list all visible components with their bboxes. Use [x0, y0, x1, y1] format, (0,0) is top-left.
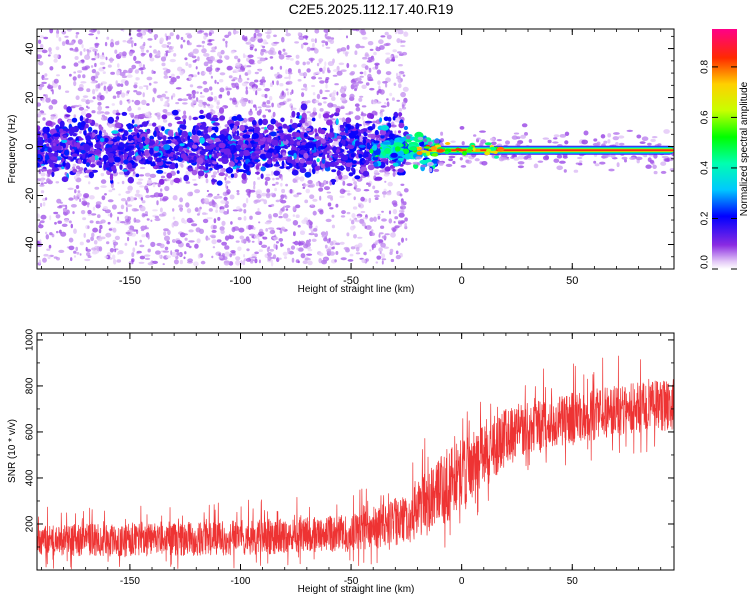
y-tick-label: 20	[24, 91, 36, 103]
y-tick-label: 40	[24, 42, 36, 54]
colorbar-tick-label: 0.2	[700, 211, 711, 225]
x-tick-label: -150	[120, 576, 140, 587]
x-tick-label: 0	[459, 576, 465, 587]
x-tick-label: 0	[459, 275, 465, 287]
spectrogram-ticks: -150 -100 -50 0 50 -40 -20 0 20 40	[24, 29, 674, 287]
colorbar-label: Normalized spectral amplitude	[739, 81, 750, 216]
spectrogram-y-axis-label: Frequency (Hz)	[7, 115, 18, 184]
x-tick-label: 50	[567, 576, 579, 587]
y-tick-label: 400	[25, 469, 36, 486]
y-tick-label: -20	[24, 188, 36, 204]
x-tick-label: 50	[566, 275, 578, 287]
colorbar-gradient	[712, 29, 737, 269]
y-tick-label: 1000	[25, 328, 36, 351]
colorbar-tick-label: 0.8	[700, 60, 711, 74]
x-tick-label: -100	[229, 275, 251, 287]
snr-x-axis-label: Height of straight line (km)	[298, 584, 415, 595]
x-tick-label: -50	[343, 275, 359, 287]
snr-frame	[36, 332, 675, 571]
y-tick-label: -40	[24, 237, 36, 253]
spectrogram-heatmap	[37, 29, 674, 267]
y-tick-label: 200	[25, 515, 36, 532]
y-tick-label: 600	[25, 423, 36, 440]
y-tick-label: 800	[25, 377, 36, 394]
x-tick-label: -100	[230, 576, 250, 587]
snr-series-line	[37, 355, 674, 570]
spectrogram-frame	[36, 28, 675, 270]
colorbar-ticks: 0.0 0.2 0.4 0.6 0.8	[700, 60, 737, 270]
snr-panel: -150 -100 -50 0 50 200 400 600 800 1000 Height of…	[7, 328, 675, 595]
chart-title: C2E5.2025.112.17.40.R19	[289, 1, 454, 17]
colorbar: 0.0 0.2 0.4 0.6 0.8 Normalized spectral ampl…	[700, 29, 750, 270]
snr-ticks: -150 -100 -50 0 50 200 400 600 800 1000	[25, 328, 674, 587]
spectrogram-panel: -150 -100 -50 0 50 -40 -20 0 20 40 Height of stra…	[7, 28, 675, 295]
x-tick-label: -150	[119, 275, 141, 287]
colorbar-tick-label: 0.6	[700, 110, 711, 124]
colorbar-tick-label: 0.4	[700, 161, 711, 175]
snr-y-axis-label: SNR (10 * v/v)	[7, 419, 18, 483]
colorbar-tick-label: 0.0	[700, 255, 711, 269]
y-tick-label: 0	[24, 143, 36, 149]
spectrogram-x-axis-label: Height of straight line (km)	[298, 284, 415, 295]
x-tick-label: -50	[344, 576, 359, 587]
